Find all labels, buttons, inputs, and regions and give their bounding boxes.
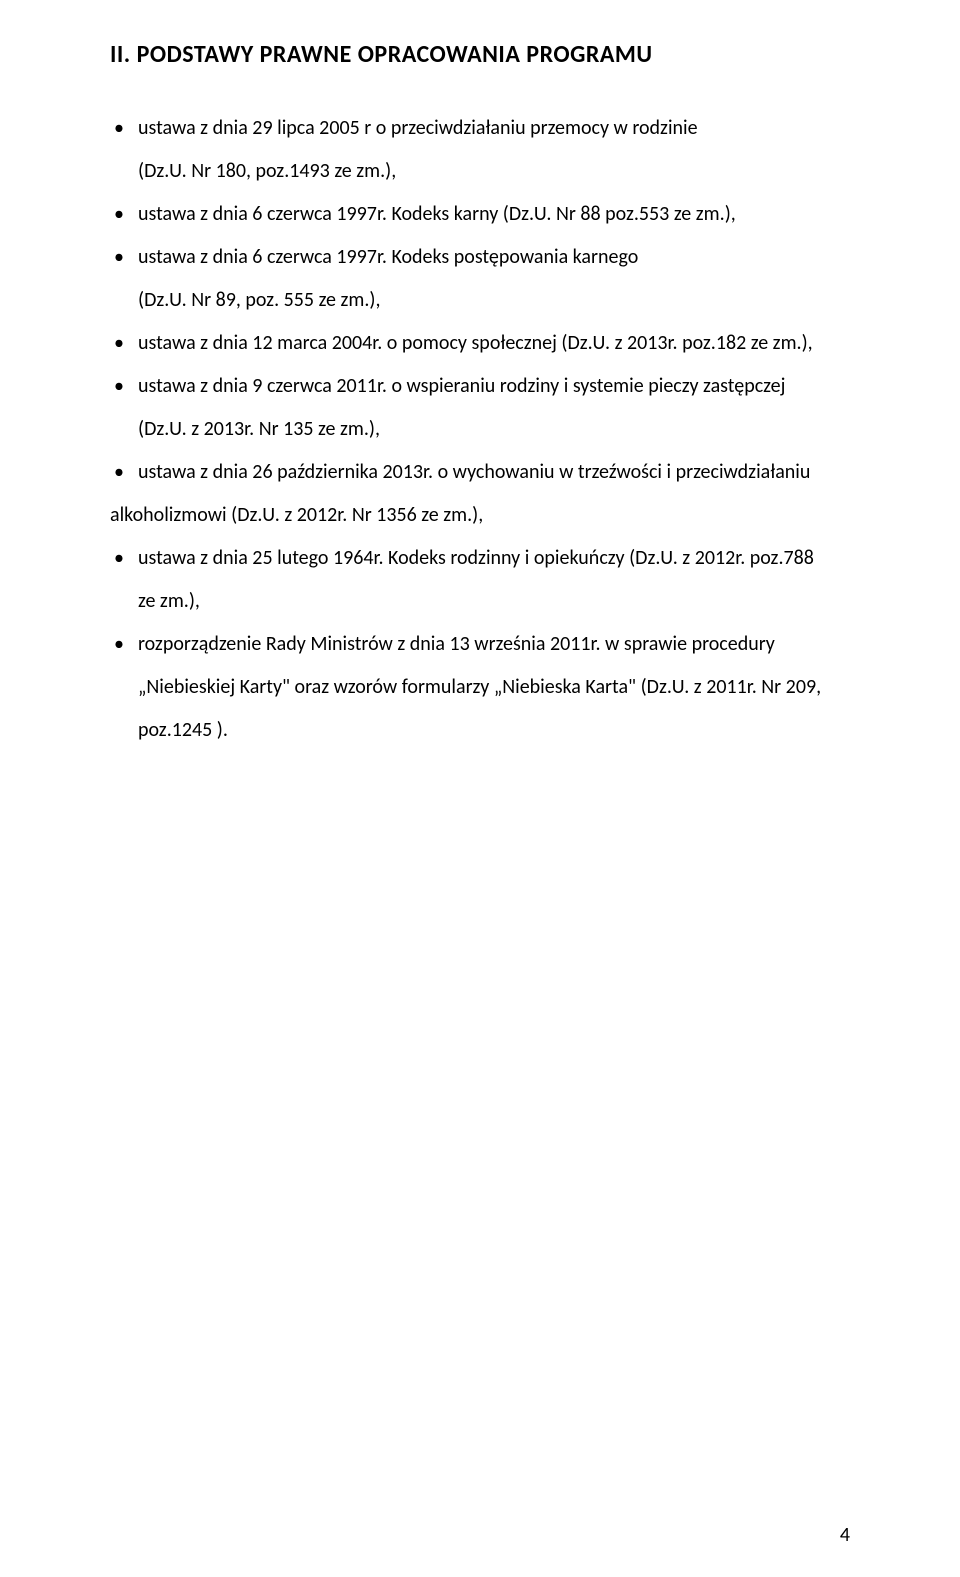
list-item-citation: (Dz.U. z 2013r. Nr 135 ze zm.), <box>138 408 850 451</box>
list-item-text: rozporządzenie Rady Ministrów z dnia 13 … <box>138 632 775 656</box>
list-item-citation: (Dz.U. Nr 89, poz. 555 ze zm.), <box>138 279 850 322</box>
list-item-text: ustawa z dnia 25 lutego 1964r. Kodeks ro… <box>138 546 814 570</box>
list-item-citation: poz.1245 ). <box>138 709 850 752</box>
list-item-citation: „Niebieskiej Karty" oraz wzorów formular… <box>138 666 850 709</box>
list-item: ustawa z dnia 26 października 2013r. o w… <box>110 451 850 537</box>
list-item: ustawa z dnia 6 czerwca 1997r. Kodeks ka… <box>110 193 850 236</box>
list-item: ustawa z dnia 9 czerwca 2011r. o wspiera… <box>110 365 850 451</box>
list-item-text: ustawa z dnia 6 czerwca 1997r. Kodeks po… <box>138 245 638 269</box>
list-item-continuation: alkoholizmowi (Dz.U. z 2012r. Nr 1356 ze… <box>110 494 850 537</box>
list-item: rozporządzenie Rady Ministrów z dnia 13 … <box>110 623 850 752</box>
list-item-text: ustawa z dnia 12 marca 2004r. o pomocy s… <box>138 331 813 355</box>
list-item-text: ustawa z dnia 26 października 2013r. o w… <box>138 460 810 484</box>
list-item-text: ustawa z dnia 9 czerwca 2011r. o wspiera… <box>138 374 785 398</box>
list-item-text: ustawa z dnia 6 czerwca 1997r. Kodeks ka… <box>138 202 736 226</box>
list-item-text: ustawa z dnia 29 lipca 2005 r o przeciwd… <box>138 116 698 140</box>
list-item: ustawa z dnia 6 czerwca 1997r. Kodeks po… <box>110 236 850 322</box>
list-item-citation: (Dz.U. Nr 180, poz.1493 ze zm.), <box>138 150 850 193</box>
list-item-citation: ze zm.), <box>138 580 850 623</box>
page-number: 4 <box>840 1523 850 1547</box>
list-item: ustawa z dnia 12 marca 2004r. o pomocy s… <box>110 322 850 365</box>
document-page: II. PODSTAWY PRAWNE OPRACOWANIA PROGRAMU… <box>0 0 960 1577</box>
list-item: ustawa z dnia 25 lutego 1964r. Kodeks ro… <box>110 537 850 623</box>
list-item: ustawa z dnia 29 lipca 2005 r o przeciwd… <box>110 107 850 193</box>
legal-basis-list: ustawa z dnia 29 lipca 2005 r o przeciwd… <box>110 107 850 752</box>
section-heading: II. PODSTAWY PRAWNE OPRACOWANIA PROGRAMU <box>110 40 850 69</box>
